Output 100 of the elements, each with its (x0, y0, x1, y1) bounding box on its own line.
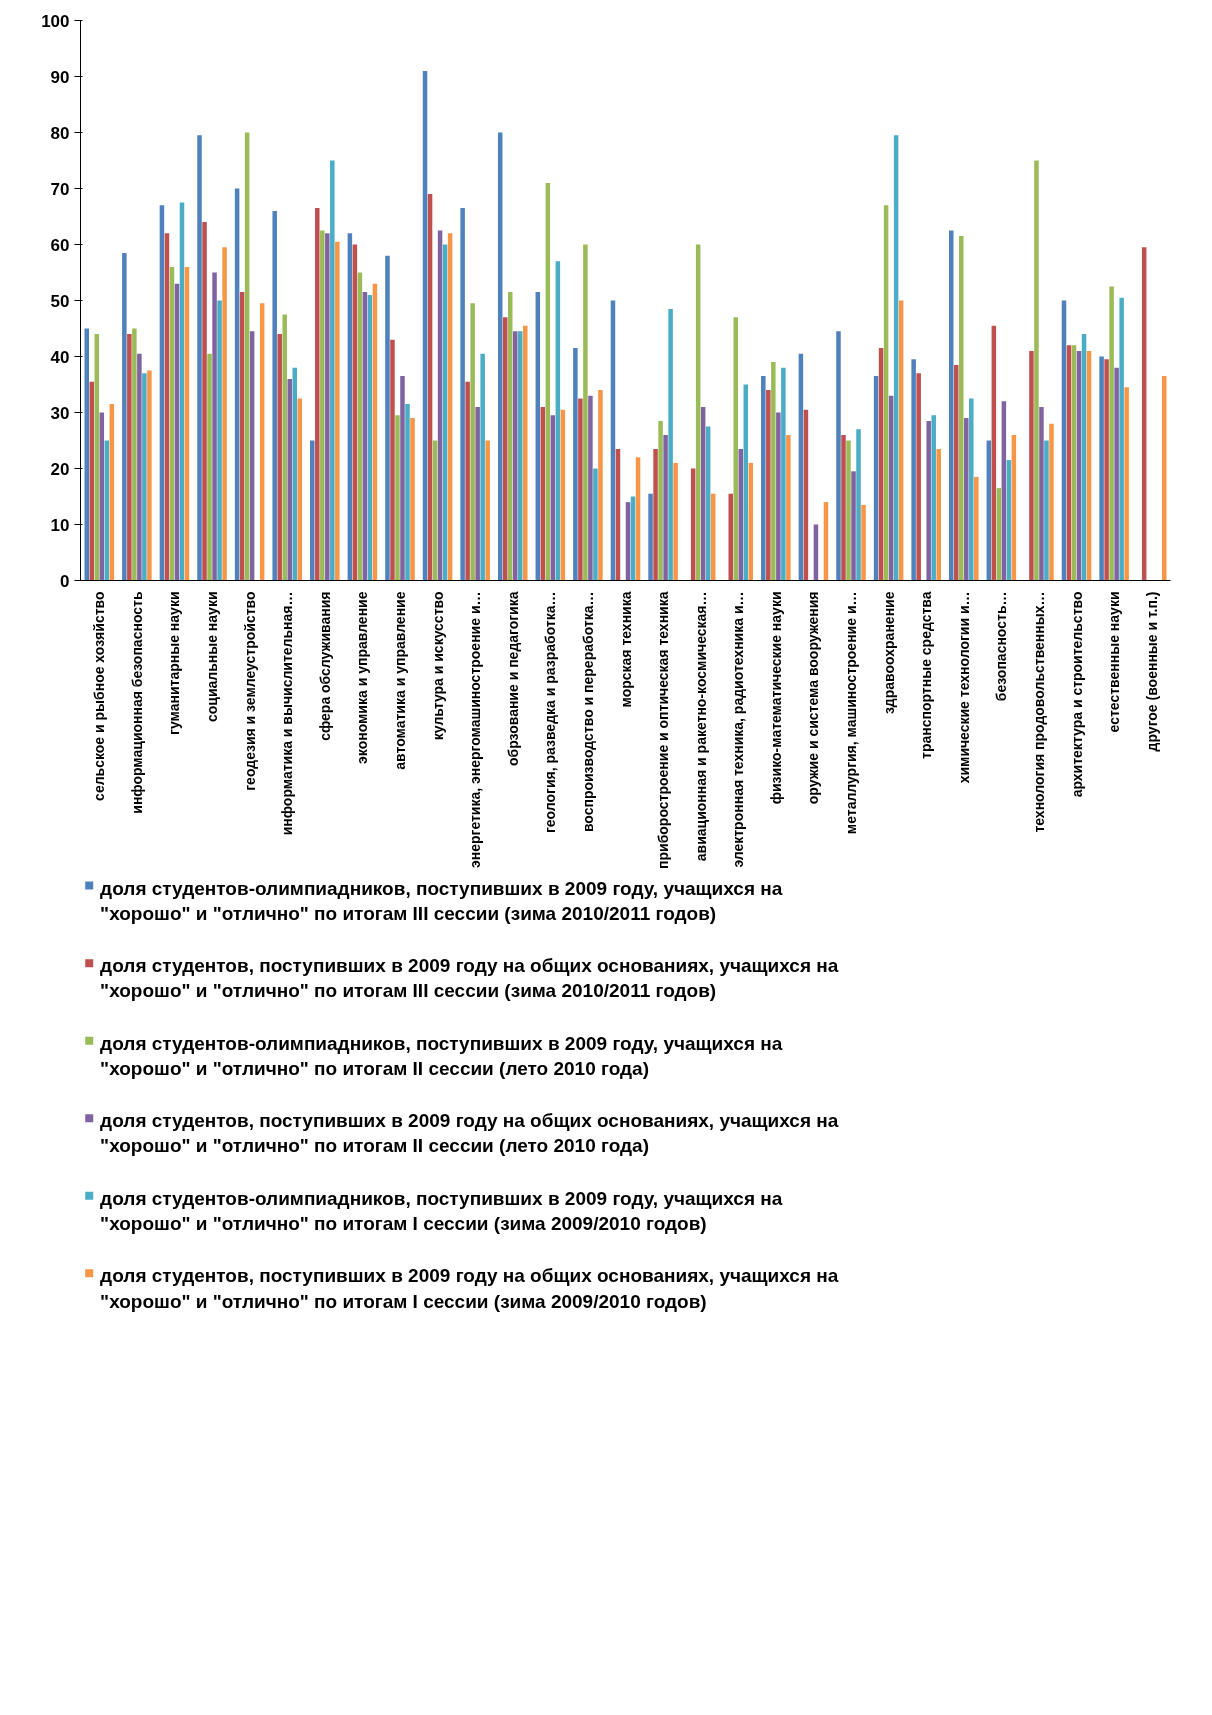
x-tick-label: безопасность… (993, 591, 1010, 702)
bar (335, 241, 340, 581)
x-tick-label: морская техника (617, 591, 634, 708)
bar (964, 418, 969, 581)
y-tick-label: 0 (60, 571, 70, 591)
bar (142, 373, 147, 581)
legend-label: доля студентов-олимпиадников, поступивших в 2009 году, учащихся на "хорошо" и "отлично" по итогам III сессии (зима 2010/2011 годов) (100, 877, 783, 924)
bar (786, 434, 791, 581)
bar (573, 348, 578, 581)
bar (974, 476, 979, 581)
bar (771, 362, 776, 581)
bar (658, 420, 663, 581)
y-tick-label: 50 (50, 291, 70, 311)
bar (518, 331, 523, 581)
legend-label: доля студентов, поступивших в 2009 году на общих основаниях, учащихся на "хорошо" и "отлично" по итогам II сессии (лето 2010 года) (100, 1110, 839, 1157)
bar (653, 448, 658, 581)
bar (959, 236, 964, 581)
x-tick-label: гуманитарные науки (166, 591, 183, 735)
bar (292, 367, 297, 581)
bar (1034, 160, 1039, 581)
bar (766, 390, 771, 581)
bar (465, 381, 470, 581)
x-tick-label: информационная безопасность (128, 591, 145, 814)
x-tick-label: сфера обслуживания (316, 591, 333, 741)
x-tick-label: автоматика и управление (391, 591, 408, 770)
x-tick-label: воспроизводство и переработка… (579, 591, 596, 833)
bar (728, 493, 733, 581)
bar (668, 308, 673, 581)
bar (390, 339, 395, 581)
bar (673, 462, 678, 581)
x-tick-label: экономика и управление (354, 591, 371, 764)
bar (588, 395, 593, 581)
bar (861, 504, 866, 581)
bar (761, 376, 766, 581)
bar (310, 440, 315, 581)
bar (400, 376, 405, 581)
x-tick-label: технология продовольственных… (1030, 591, 1047, 833)
bar (948, 230, 954, 581)
bar (969, 398, 974, 581)
bar (911, 359, 916, 581)
x-tick-label: приборостроение и оптическая техника (655, 591, 672, 869)
x-tick-label: геология, разведка и разработка… (542, 591, 559, 834)
x-tick-label: здравоохранение (880, 591, 897, 715)
x-tick-label: оружие и система вооружения (805, 591, 822, 805)
bar (1049, 423, 1054, 581)
bar (405, 404, 410, 581)
x-tick-label: физико-математические науки (767, 591, 784, 805)
y-tick-label: 100 (41, 11, 70, 31)
y-tick-label: 30 (50, 403, 70, 423)
bar (325, 233, 330, 581)
bar (593, 468, 598, 581)
legend-label: доля студентов-олимпиадников, поступивших в 2009 году, учащихся на "хорошо" и "отлично" по итогам I сессии (зима 2009/2010 годов) (100, 1187, 783, 1234)
y-tick-label: 90 (50, 67, 70, 87)
bar (132, 328, 137, 581)
x-tick-label: металлургия, машиностроение и… (843, 591, 860, 835)
x-tick-label: обрзование и педагогика (504, 591, 521, 767)
bar (197, 135, 202, 581)
bar (841, 434, 846, 581)
bar (578, 398, 583, 581)
bar (1039, 406, 1044, 581)
bar (836, 331, 841, 581)
x-tick-label: сельское и рыбное хозяйство (91, 591, 108, 801)
bar (931, 415, 936, 581)
bar (1109, 286, 1114, 581)
bar (916, 373, 921, 581)
bar (781, 367, 786, 581)
bar (1104, 359, 1109, 581)
bar (212, 272, 217, 581)
y-tick-label: 80 (50, 123, 70, 143)
x-tick-label: другое (военные и т.п.) (1143, 591, 1160, 752)
bar (523, 325, 528, 581)
bar (954, 364, 959, 581)
bar (277, 334, 282, 581)
bar (272, 210, 277, 581)
bar (480, 353, 485, 581)
bar (297, 398, 303, 581)
bar (583, 244, 588, 581)
bar (856, 429, 861, 581)
bar (207, 353, 212, 581)
bar (1044, 440, 1049, 581)
bar (776, 412, 781, 581)
bar (330, 160, 335, 581)
bar (1029, 350, 1034, 581)
bar (127, 334, 132, 581)
x-tick-label: авиационная и ракетно-космическая… (692, 591, 709, 862)
bar (122, 252, 127, 581)
bar (926, 420, 931, 581)
bar (1119, 297, 1124, 581)
bar (202, 222, 207, 581)
bar (846, 440, 851, 581)
bar (217, 300, 222, 581)
x-tick-label: электронная техника, радиотехника и… (730, 591, 747, 868)
bar (410, 418, 415, 581)
bar (1099, 356, 1104, 581)
bar (147, 370, 152, 581)
legend-label: доля студентов, поступивших в 2009 году на общих основаниях, учащихся на "хорошо" и "отлично" по итогам III сессии (зима 2010/2011 годов) (100, 955, 839, 1002)
bar (287, 378, 292, 581)
bar (1114, 367, 1119, 581)
x-tick-label: информатика и вычислительная… (279, 591, 296, 836)
y-tick-label: 40 (50, 347, 70, 367)
